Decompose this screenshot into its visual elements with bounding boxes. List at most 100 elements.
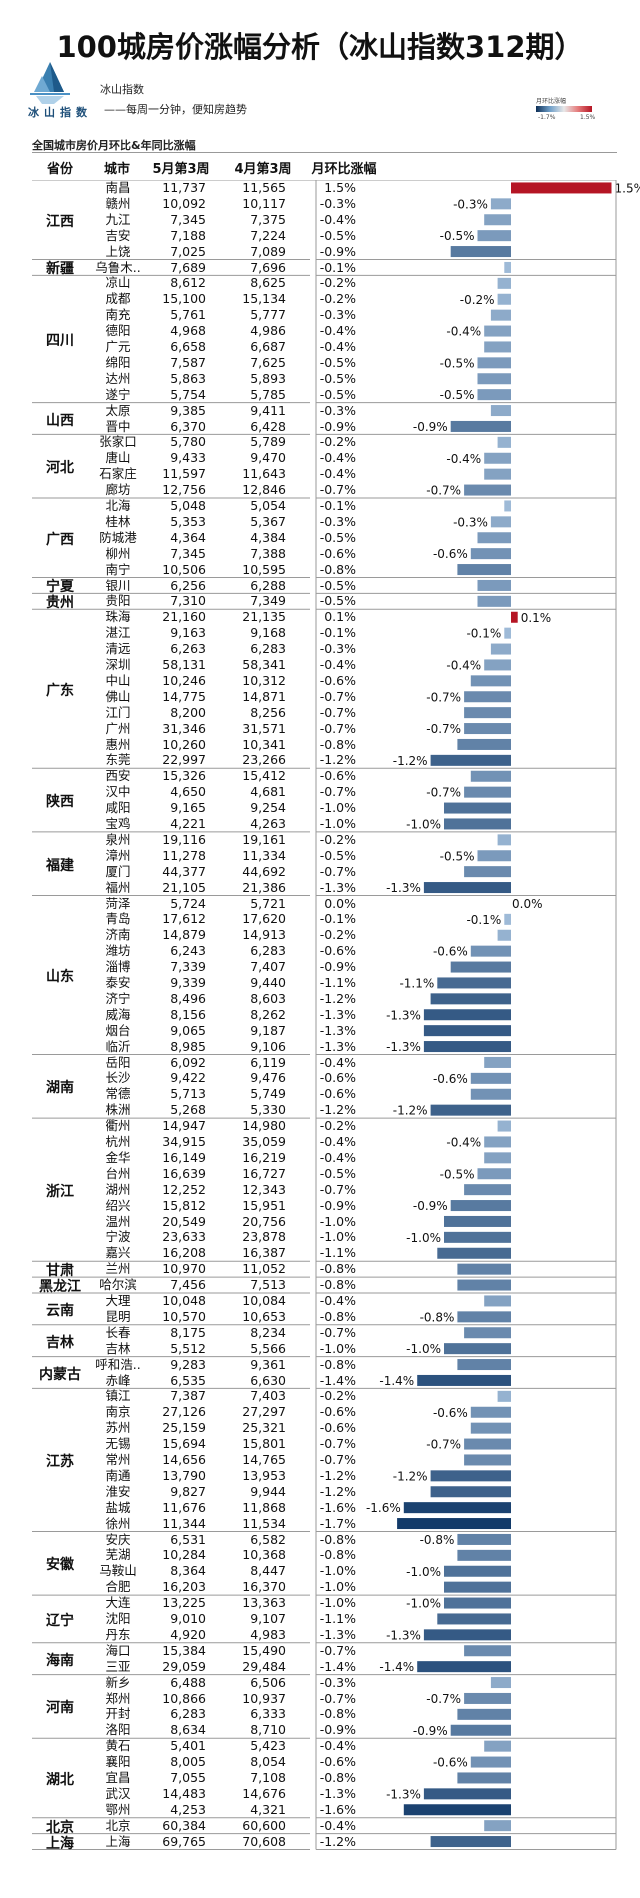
- change-value: -0.4%: [319, 339, 356, 354]
- may-price: 12,252: [162, 1181, 206, 1197]
- city-name: 晋中: [105, 418, 131, 434]
- province-name: 河南: [46, 1700, 74, 1717]
- change-bar: [504, 913, 511, 925]
- change-bar: [490, 516, 511, 528]
- province-name: 云南: [46, 1302, 74, 1319]
- may-price: 11,597: [162, 466, 206, 482]
- change-value: -0.5%: [319, 577, 356, 593]
- change-bar: [490, 198, 511, 210]
- may-price: 16,639: [162, 1165, 206, 1181]
- may-price: 8,364: [170, 1563, 206, 1579]
- city-name: 唐山: [105, 450, 131, 466]
- province-name: 黑龙江: [39, 1279, 81, 1296]
- change-bar: [497, 277, 511, 289]
- province-name: 河北: [46, 460, 74, 477]
- change-bar: [457, 1772, 511, 1784]
- city-name: 新乡: [105, 1674, 131, 1690]
- may-price: 27,126: [162, 1404, 206, 1420]
- april-price: 7,407: [250, 959, 286, 975]
- bar-data-label: -1.1%: [399, 976, 434, 990]
- april-price: 6,288: [250, 577, 286, 593]
- change-bar: [464, 866, 511, 878]
- change-value: -0.8%: [319, 1531, 356, 1547]
- city-name: 北京: [105, 1817, 131, 1833]
- city-name: 呼和浩..: [95, 1356, 141, 1372]
- province-name: 广东: [46, 682, 74, 699]
- may-price: 7,345: [170, 545, 206, 561]
- april-price: 11,334: [242, 847, 286, 863]
- bar-data-label: -1.4%: [379, 1660, 414, 1674]
- province-name: 江西: [46, 213, 74, 230]
- may-price: 7,345: [170, 211, 206, 227]
- city-name: 深圳: [105, 657, 131, 672]
- city-name: 安庆: [105, 1531, 131, 1547]
- city-name: 衢州: [105, 1118, 131, 1134]
- change-bar: [457, 1279, 511, 1291]
- change-value: -1.0%: [319, 800, 356, 816]
- city-name: 汉中: [105, 784, 131, 800]
- city-name: 淄博: [105, 959, 131, 975]
- april-price: 23,266: [242, 752, 286, 768]
- change-value: -0.9%: [319, 418, 356, 434]
- april-price: 7,089: [250, 243, 286, 259]
- may-price: 5,754: [170, 386, 206, 402]
- change-value: -1.2%: [319, 990, 356, 1006]
- change-bar: [464, 1184, 511, 1196]
- city-name: 广元: [105, 339, 131, 354]
- province-name: 山西: [46, 412, 74, 429]
- change-value: -0.8%: [319, 1706, 356, 1722]
- change-bar: [444, 818, 511, 830]
- change-value: -0.1%: [319, 911, 356, 927]
- april-price: 8,262: [250, 1006, 286, 1022]
- change-value: -0.5%: [319, 593, 356, 609]
- province-name: 北京: [46, 1819, 74, 1836]
- change-bar: [464, 707, 511, 719]
- city-name: 厦门: [105, 863, 131, 879]
- city-name: 杭州: [105, 1134, 131, 1149]
- city-name: 银川: [105, 577, 131, 593]
- color-legend: 月环比涨幅 -1.7% 1.5%: [536, 96, 606, 124]
- change-bar: [477, 373, 511, 385]
- change-bar: [484, 341, 511, 353]
- change-value: -1.0%: [319, 1229, 356, 1245]
- city-name: 金华: [105, 1149, 131, 1165]
- change-bar: [457, 738, 511, 750]
- change-bar: [484, 1740, 511, 1752]
- change-bar: [497, 293, 511, 305]
- change-bar: [477, 579, 511, 591]
- city-name: 上饶: [105, 243, 131, 259]
- april-price: 7,513: [250, 1277, 286, 1293]
- change-value: -0.2%: [319, 291, 356, 307]
- april-price: 5,367: [250, 513, 286, 529]
- city-name: 沈阳: [105, 1611, 131, 1626]
- change-value: -0.3%: [319, 1674, 356, 1690]
- april-price: 15,951: [242, 1197, 286, 1213]
- april-price: 15,134: [242, 291, 286, 307]
- may-price: 4,221: [170, 816, 206, 831]
- may-price: 15,384: [162, 1642, 206, 1658]
- change-bar: [444, 1565, 511, 1577]
- april-price: 5,785: [250, 386, 286, 402]
- change-bar: [430, 1104, 511, 1116]
- may-price: 8,985: [170, 1038, 206, 1054]
- may-price: 7,689: [170, 259, 206, 275]
- change-bar: [430, 1836, 511, 1848]
- may-price: 15,812: [162, 1197, 206, 1213]
- april-price: 6,283: [250, 943, 286, 959]
- change-value: -1.3%: [319, 1006, 356, 1022]
- may-price: 20,549: [162, 1213, 206, 1229]
- change-bar: [484, 659, 511, 671]
- april-price: 5,893: [250, 370, 286, 386]
- change-bar: [464, 1454, 511, 1466]
- city-name: 中山: [105, 672, 131, 688]
- province-name: 上海: [46, 1835, 74, 1852]
- april-price: 25,321: [242, 1420, 286, 1436]
- bar-data-label: -0.6%: [433, 1072, 468, 1086]
- bar-data-label: -0.7%: [426, 1438, 461, 1452]
- change-bar: [423, 882, 511, 894]
- change-value: -0.7%: [319, 482, 356, 498]
- legend-title: 月环比涨幅: [536, 98, 567, 105]
- province-name: 广西: [46, 531, 74, 548]
- change-value: -0.5%: [319, 370, 356, 386]
- may-price: 9,065: [170, 1022, 206, 1038]
